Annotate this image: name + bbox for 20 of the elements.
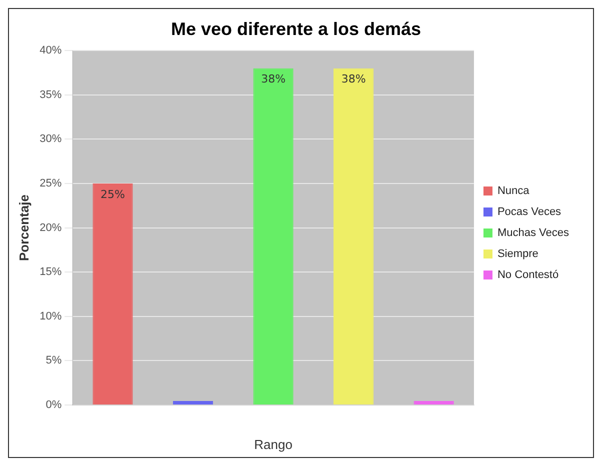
data-label: 38% <box>341 72 366 86</box>
legend-label: Nunca <box>497 185 530 198</box>
chart-title: Me veo diferente a los demás <box>170 18 422 39</box>
y-tick-label: 20% <box>40 222 62 234</box>
y-tick-label: 30% <box>40 133 62 146</box>
y-tick-label: 25% <box>40 178 62 190</box>
y-tick-label: 5% <box>46 354 62 367</box>
y-tick-label: 40% <box>40 44 62 57</box>
y-tick-label: 35% <box>40 88 62 101</box>
y-tick-label: 0% <box>46 399 62 412</box>
data-label: 38% <box>261 72 286 86</box>
legend-label: Siempre <box>497 248 538 260</box>
legend-label: No Contestó <box>497 269 559 282</box>
x-axis-title: Rango <box>254 436 292 452</box>
y-axis-title: Porcentaje <box>16 194 32 262</box>
y-tick-label: 10% <box>40 310 62 322</box>
legend-label: Pocas Veces <box>497 206 562 218</box>
legend-label: Muchas Veces <box>497 227 570 240</box>
data-label: 25% <box>100 188 125 201</box>
y-tick-label: 15% <box>40 266 62 278</box>
